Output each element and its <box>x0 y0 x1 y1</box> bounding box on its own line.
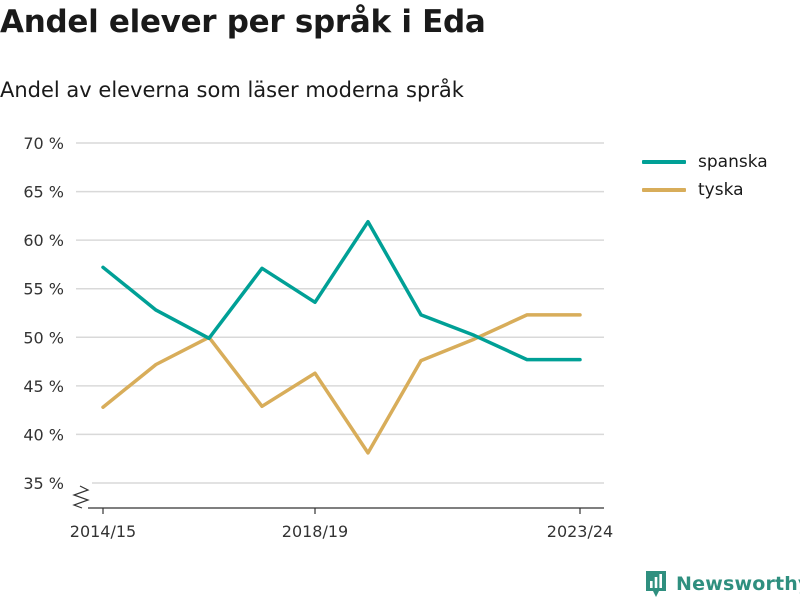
series-line-tyska[interactable] <box>101 313 582 455</box>
series-lines <box>101 219 582 455</box>
x-axis <box>72 485 604 514</box>
chart-title: Andel elever per språk i Eda <box>0 4 486 40</box>
y-tick-label: 50 % <box>23 328 64 347</box>
x-axis-tick-labels: 2014/15 2018/19 2023/24 <box>70 522 613 541</box>
y-tick-label: 70 % <box>23 134 64 153</box>
x-tick-label: 2023/24 <box>547 522 613 541</box>
newsworthy-logo-icon <box>646 571 666 597</box>
brand-label: Newsworthy <box>676 573 800 595</box>
brand-logo[interactable]: Newsworthy <box>644 569 800 599</box>
series-line-spanska[interactable] <box>101 219 582 362</box>
gridlines <box>76 142 604 484</box>
y-tick-label: 60 % <box>23 231 64 250</box>
legend-item-spanska[interactable]: spanska <box>642 148 768 176</box>
legend-label-spanska: spanska <box>698 152 768 172</box>
legend-swatch-tyska <box>642 188 686 192</box>
legend-swatch-spanska <box>642 160 686 164</box>
y-tick-label: 55 % <box>23 280 64 299</box>
y-axis-tick-labels: 35 % 40 % 45 % 50 % 55 % 60 % 65 % 70 % <box>23 134 64 493</box>
y-tick-label: 35 % <box>23 474 64 493</box>
legend: spanska tyska <box>642 148 768 204</box>
y-tick-label: 45 % <box>23 377 64 396</box>
x-tick-label: 2014/15 <box>70 522 136 541</box>
y-tick-label: 65 % <box>23 183 64 202</box>
chart-subtitle: Andel av eleverna som läser moderna språ… <box>0 78 464 102</box>
y-tick-label: 40 % <box>23 425 64 444</box>
legend-label-tyska: tyska <box>698 180 744 200</box>
legend-item-tyska[interactable]: tyska <box>642 176 768 204</box>
x-tick-label: 2018/19 <box>282 522 348 541</box>
axis-break-mark <box>72 485 90 509</box>
